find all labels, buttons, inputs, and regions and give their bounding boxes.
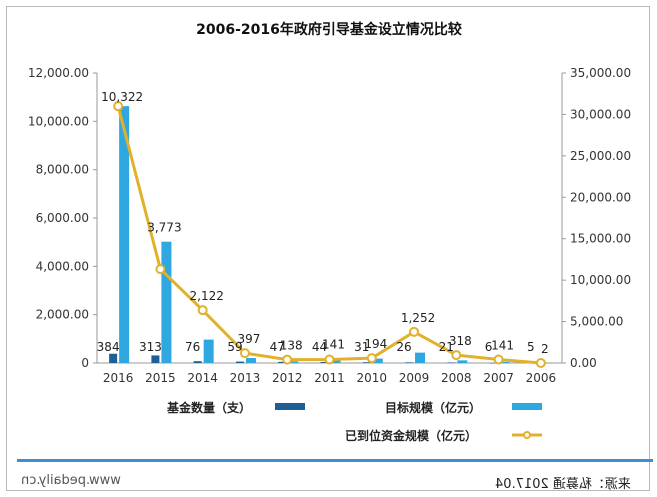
footer-divider <box>17 459 653 462</box>
right-axis-tick-label: 30,000.00 <box>570 107 631 121</box>
data-label-fund-count: 6 <box>485 340 493 354</box>
legend-swatch-target-size <box>512 403 542 410</box>
data-label-target-size: 2,122 <box>190 289 224 303</box>
x-axis-tick-label: 2015 <box>145 371 176 385</box>
data-label-target-size: 2 <box>541 342 549 356</box>
bar-fund-count <box>278 361 287 363</box>
bar-fund-count <box>362 362 371 363</box>
bar-fund-count <box>447 362 456 363</box>
data-label-fund-count: 384 <box>97 340 120 354</box>
x-axis-tick-label: 2008 <box>441 371 472 385</box>
left-axis-tick-label: 4,000.00 <box>36 259 89 273</box>
bar-fund-count <box>193 361 202 363</box>
data-label-fund-count: 31 <box>354 340 369 354</box>
bar-target-size <box>499 361 510 363</box>
x-axis-tick-label: 2012 <box>272 371 303 385</box>
bar-fund-count <box>109 353 118 363</box>
left-axis-tick-label: 6,000.00 <box>36 211 89 225</box>
right-axis-tick-label: 35,000.00 <box>570 66 631 80</box>
line-point-paid-in-capital <box>324 354 335 365</box>
bar-target-size <box>119 106 130 363</box>
bar-target-size <box>245 358 256 363</box>
bar-fund-count <box>320 361 329 363</box>
bar-target-size <box>541 362 552 364</box>
legend-swatch-fund-count <box>275 403 305 410</box>
bar-target-size <box>288 361 299 363</box>
x-axis-tick-label: 2016 <box>103 371 134 385</box>
x-axis-tick-label: 2011 <box>314 371 345 385</box>
legend-marker-paid-in-capital <box>523 431 531 439</box>
data-label-target-size: 194 <box>364 337 387 351</box>
bar-target-size <box>203 339 214 363</box>
chart-frame: 2006-2016年政府引导基金设立情况比较 0 2,000.00 4,000.00 6… <box>6 6 653 492</box>
site-watermark: www.pedaily.cn <box>21 473 121 488</box>
x-axis-tick-label: 2014 <box>187 371 218 385</box>
line-point-paid-in-capital <box>451 350 462 361</box>
bar-target-size <box>161 241 172 363</box>
data-label-target-size: 141 <box>491 338 514 352</box>
data-label-fund-count: 59 <box>227 340 242 354</box>
line-point-paid-in-capital <box>155 264 166 275</box>
data-label-target-size: 1,252 <box>401 311 435 325</box>
right-axis-tick-label: 15,000.00 <box>570 232 631 246</box>
data-label-target-size: 10,322 <box>101 90 143 104</box>
right-axis-tick-label: 20,000.00 <box>570 190 631 204</box>
left-axis-tick-label: 0 <box>81 356 89 370</box>
chart-canvas: 2006-2016年政府引导基金设立情况比较 0 2,000.00 4,000.00 6… <box>28 21 631 443</box>
source-note: 来源：私募通 2017.04 <box>495 477 631 492</box>
left-axis-tick-label: 8,000.00 <box>36 163 89 177</box>
data-label-fund-count: 44 <box>312 340 327 354</box>
data-label-target-size: 141 <box>322 337 345 351</box>
data-label-target-size: 138 <box>280 339 303 353</box>
bar-fund-count <box>235 361 244 363</box>
left-axis-tick-label: 12,000.00 <box>28 66 89 80</box>
x-axis-tick-label: 2010 <box>356 371 387 385</box>
line-point-paid-in-capital <box>493 354 504 365</box>
x-axis-tick-label: 2006 <box>526 371 557 385</box>
bar-target-size <box>372 358 383 363</box>
line-point-paid-in-capital <box>282 354 293 365</box>
line-point-paid-in-capital <box>239 348 250 359</box>
data-label-fund-count: 47 <box>270 340 285 354</box>
line-point-paid-in-capital <box>113 101 124 112</box>
x-axis-tick-label: 2013 <box>230 371 261 385</box>
x-axis-tick-label: 2009 <box>399 371 430 385</box>
line-point-paid-in-capital <box>409 326 420 337</box>
x-axis-tick-label: 2007 <box>483 371 514 385</box>
data-label-fund-count: 76 <box>185 340 200 354</box>
right-axis-tick-label: 10,000.00 <box>570 273 631 287</box>
line-point-paid-in-capital <box>366 353 377 364</box>
left-axis-tick-label: 2,000.00 <box>36 308 89 322</box>
data-label-fund-count: 26 <box>396 340 411 354</box>
data-label-target-size: 3,773 <box>147 221 181 235</box>
data-label-target-size: 318 <box>449 334 472 348</box>
bar-fund-count <box>151 355 160 363</box>
chart-title: 2006-2016年政府引导基金设立情况比较 <box>196 21 462 38</box>
data-label-target-size: 397 <box>238 332 261 346</box>
legend-label-fund-count: 基金数量（支） <box>166 400 251 415</box>
line-point-paid-in-capital <box>197 305 208 316</box>
left-axis-tick-label: 10,000.00 <box>28 114 89 128</box>
line-point-paid-in-capital <box>535 357 546 368</box>
data-label-fund-count: 313 <box>139 340 162 354</box>
bar-fund-count <box>405 362 414 363</box>
bar-target-size <box>457 360 468 363</box>
right-axis-tick-label: 0.00 <box>570 356 597 370</box>
data-label-fund-count: 5 <box>527 340 535 354</box>
legend-label-paid-in-capital: 已到位资金规模（亿元） <box>345 428 477 443</box>
right-axis-tick-label: 25,000.00 <box>570 149 631 163</box>
bar-fund-count <box>489 362 498 364</box>
bar-target-size <box>415 352 426 363</box>
data-label-fund-count: 21 <box>439 340 454 354</box>
right-axis-tick-label: 5,000.00 <box>570 315 623 329</box>
legend-label-target-size: 目标规模（亿元） <box>385 400 481 415</box>
